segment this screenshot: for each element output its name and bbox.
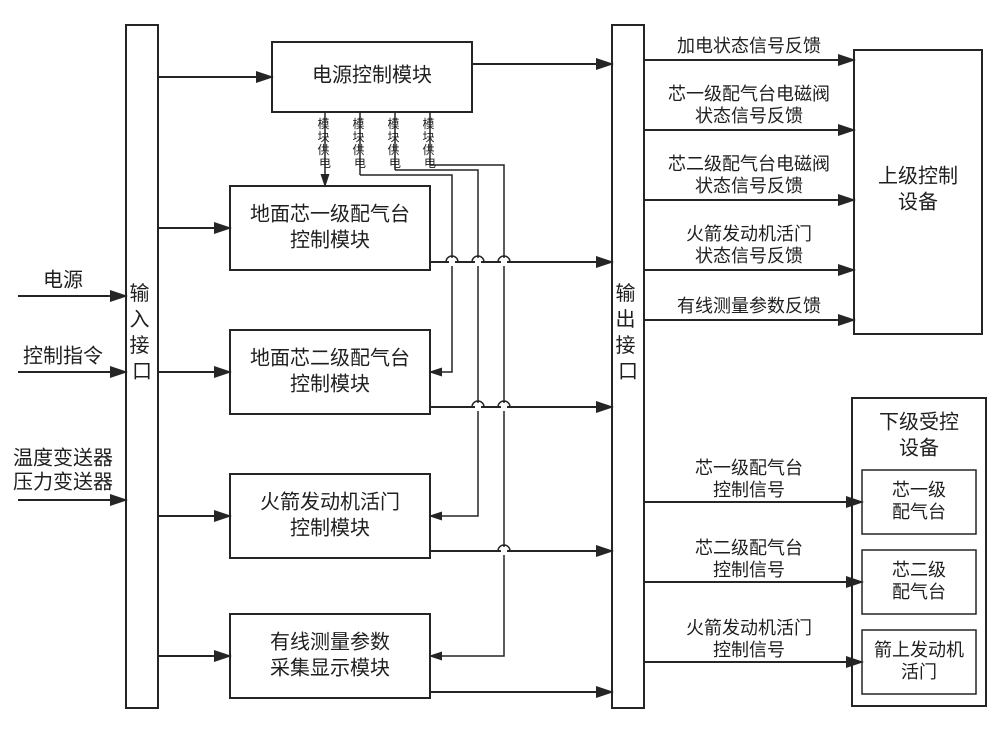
input-cmd-label: 控制指令 bbox=[23, 345, 103, 368]
lower-d3-2: 活门 bbox=[901, 662, 937, 682]
module-5-l2: 采集显示模块 bbox=[270, 657, 390, 680]
lower-title-1: 下级受控 bbox=[879, 411, 959, 434]
input-sensors-l2: 压力变送器 bbox=[13, 471, 113, 494]
input-sensors-l1: 温度变送器 bbox=[13, 447, 113, 470]
upper-title-1: 上级控制 bbox=[878, 165, 958, 188]
module-2-box bbox=[230, 186, 430, 270]
lower-s3-1: 火箭发动机活门 bbox=[686, 618, 812, 638]
system-diagram: 输 入 接 口 输 出 接 口 电源 控制指令 温度变送器 压力变送器 电源控制… bbox=[0, 0, 1000, 731]
module-5-l1: 有线测量参数 bbox=[270, 631, 390, 654]
lower-d3-1: 箭上发动机 bbox=[874, 640, 964, 660]
lower-s1-1: 芯一级配气台 bbox=[695, 458, 803, 478]
upper-s2-2: 状态信号反馈 bbox=[695, 106, 803, 126]
upper-s5: 有线测量参数反馈 bbox=[677, 296, 821, 316]
supply-label-5: 模 块 供 电 bbox=[422, 117, 437, 170]
module-4-l1: 火箭发动机活门 bbox=[260, 491, 400, 514]
lower-s2-1: 芯二级配气台 bbox=[695, 538, 803, 558]
lower-d2-1: 芯二级 bbox=[892, 560, 946, 580]
lower-d1-1: 芯一级 bbox=[892, 480, 946, 500]
module-4-l2: 控制模块 bbox=[290, 517, 370, 540]
upper-s3-1: 芯二级配气台电磁阀 bbox=[668, 154, 830, 174]
module-3-box bbox=[230, 330, 430, 414]
module-3-l2: 控制模块 bbox=[290, 373, 370, 396]
lower-d2-2: 配气台 bbox=[892, 582, 946, 602]
upper-s1: 加电状态信号反馈 bbox=[677, 36, 821, 56]
module-4-box bbox=[230, 474, 430, 558]
module-2-l2: 控制模块 bbox=[290, 229, 370, 252]
upper-s4-1: 火箭发动机活门 bbox=[686, 224, 812, 244]
lower-s1-2: 控制信号 bbox=[713, 480, 785, 500]
input-power-label: 电源 bbox=[43, 269, 83, 292]
supply-label-3: 模 块 供 电 bbox=[352, 117, 367, 170]
supply-to-m5 bbox=[430, 165, 504, 656]
lower-s2-2: 控制信号 bbox=[713, 560, 785, 580]
upper-s3-2: 状态信号反馈 bbox=[695, 176, 803, 196]
upper-title-2: 设备 bbox=[898, 191, 938, 214]
module-2-l1: 地面芯一级配气台 bbox=[250, 203, 410, 226]
module-5-box bbox=[230, 614, 430, 698]
upper-s4-2: 状态信号反馈 bbox=[695, 246, 803, 266]
upper-s2-1: 芯一级配气台电磁阀 bbox=[668, 84, 830, 104]
lower-s3-2: 控制信号 bbox=[713, 640, 785, 660]
lower-title-2: 设备 bbox=[899, 437, 939, 460]
module-3-l1: 地面芯二级配气台 bbox=[250, 347, 410, 370]
lower-d1-2: 配气台 bbox=[892, 502, 946, 522]
module-1-label: 电源控制模块 bbox=[312, 64, 432, 87]
supply-label-2: 模 块 供 电 bbox=[317, 117, 332, 170]
supply-label-4: 模 块 供 电 bbox=[387, 117, 402, 170]
